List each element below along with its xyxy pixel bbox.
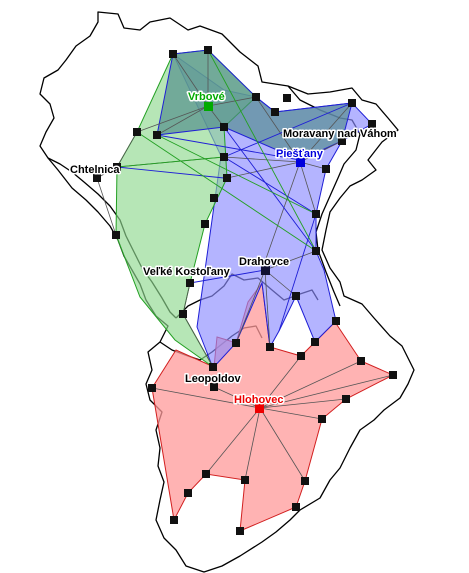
link-line	[116, 166, 225, 179]
square-node-icon[interactable]	[322, 165, 330, 173]
vrbove-center-icon[interactable]	[204, 102, 213, 111]
link-line	[136, 131, 317, 252]
connector	[255, 96, 301, 163]
square-node-icon[interactable]	[311, 338, 319, 346]
square-node-icon[interactable]	[292, 292, 300, 300]
connector	[205, 407, 261, 475]
connector	[264, 269, 271, 348]
square-node-icon[interactable]	[368, 120, 376, 128]
connector	[299, 140, 343, 163]
square-node-icon[interactable]	[252, 93, 260, 101]
piestany-center-icon[interactable]	[296, 158, 305, 167]
square-node-icon[interactable]	[297, 352, 305, 360]
connector	[182, 313, 214, 368]
link-line	[223, 126, 317, 252]
link-line	[223, 156, 317, 215]
town-label-leopoldov: Leopoldov	[185, 373, 241, 385]
square-node-icon[interactable]	[93, 174, 101, 182]
piestany-links	[116, 102, 353, 332]
connector	[259, 374, 394, 409]
connector	[259, 407, 306, 482]
square-node-icon[interactable]	[210, 383, 218, 391]
connector	[299, 161, 317, 215]
town-label-hlohovec: Hlohovec	[234, 394, 284, 406]
square-node-icon[interactable]	[266, 343, 274, 351]
square-node-icon[interactable]	[204, 46, 212, 54]
square-node-icon[interactable]	[301, 477, 309, 485]
square-node-icon[interactable]	[271, 108, 279, 116]
square-node-icon[interactable]	[332, 317, 340, 325]
link-line	[207, 49, 317, 252]
connector	[299, 102, 353, 163]
link-line	[116, 156, 225, 168]
square-node-icon[interactable]	[292, 503, 300, 511]
connector	[259, 398, 347, 409]
square-node-icon[interactable]	[209, 363, 217, 371]
vrbove-links	[116, 49, 317, 252]
municipality-nodes	[93, 46, 397, 535]
connector	[259, 407, 323, 420]
square-node-icon[interactable]	[357, 357, 365, 365]
square-node-icon[interactable]	[210, 194, 218, 202]
square-node-icon[interactable]	[113, 163, 121, 171]
square-node-icon[interactable]	[202, 470, 210, 478]
square-node-icon[interactable]	[232, 339, 240, 347]
connector	[182, 282, 191, 315]
link-line	[156, 134, 317, 215]
connector	[116, 131, 138, 168]
connector	[213, 386, 261, 409]
vrbove-piestany-overlap	[156, 49, 353, 161]
square-node-icon[interactable]	[169, 50, 177, 58]
drahovce-center-icon[interactable]	[261, 266, 270, 275]
connector	[172, 53, 209, 107]
square-node-icon[interactable]	[348, 99, 356, 107]
square-node-icon[interactable]	[236, 527, 244, 535]
connector	[136, 105, 209, 133]
hlohovec-center-icon[interactable]	[255, 404, 264, 413]
square-node-icon[interactable]	[170, 516, 178, 524]
connector	[207, 96, 257, 107]
connector	[156, 105, 209, 136]
square-node-icon[interactable]	[184, 489, 192, 497]
square-node-icon[interactable]	[389, 371, 397, 379]
square-node-icon[interactable]	[220, 153, 228, 161]
connector	[259, 355, 302, 409]
square-node-icon[interactable]	[153, 131, 161, 139]
square-node-icon[interactable]	[186, 279, 194, 287]
connector	[151, 387, 261, 409]
connector	[264, 269, 297, 297]
town-label-moravany: Moravany nad Váhom	[283, 128, 397, 140]
square-node-icon[interactable]	[179, 310, 187, 318]
town-label-vrbove: Vrbové	[188, 91, 225, 103]
square-node-icon[interactable]	[201, 220, 209, 228]
town-label-drahovce: Drahovce	[239, 256, 289, 268]
square-node-icon[interactable]	[148, 384, 156, 392]
link-line	[278, 213, 317, 332]
link-line	[189, 269, 266, 284]
square-node-icon[interactable]	[241, 476, 249, 484]
connector	[261, 161, 301, 271]
connector	[244, 407, 261, 481]
town-label-chtelnica: Chtelnica	[70, 164, 120, 176]
connector	[223, 156, 301, 163]
connector	[264, 250, 317, 271]
square-node-icon[interactable]	[312, 210, 320, 218]
square-node-icon[interactable]	[283, 94, 291, 102]
square-node-icon[interactable]	[220, 123, 228, 131]
square-node-icon[interactable]	[342, 395, 350, 403]
square-node-icon[interactable]	[318, 415, 326, 423]
link-line	[156, 134, 301, 161]
square-node-icon[interactable]	[112, 231, 120, 239]
square-node-icon[interactable]	[133, 128, 141, 136]
connector	[96, 177, 117, 236]
link-line	[223, 102, 353, 158]
town-label-piestany: Piešťany	[276, 148, 324, 160]
square-node-icon[interactable]	[338, 137, 346, 145]
connector	[235, 269, 266, 344]
connector	[259, 360, 362, 409]
town-label-velke-kostolany: Veľké Kostoľany	[143, 266, 231, 278]
square-node-icon[interactable]	[312, 247, 320, 255]
square-node-icon[interactable]	[223, 174, 231, 182]
